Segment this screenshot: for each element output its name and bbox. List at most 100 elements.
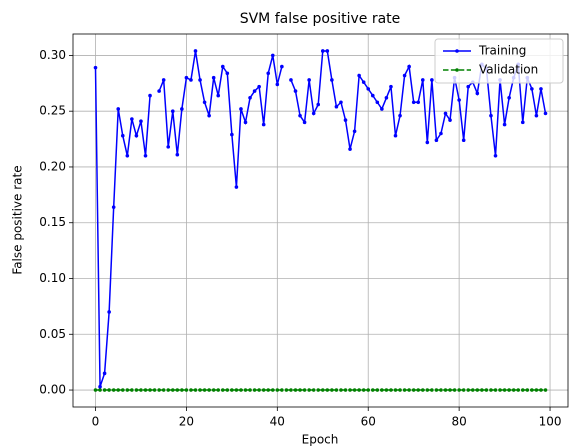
data-point xyxy=(366,87,371,91)
data-point xyxy=(480,388,484,392)
data-point xyxy=(389,84,393,89)
data-point xyxy=(143,388,148,392)
data-point xyxy=(202,100,207,105)
data-point xyxy=(425,140,430,145)
data-point xyxy=(489,113,493,118)
data-point xyxy=(234,185,239,189)
y-tick-label: 0.20 xyxy=(39,159,66,173)
data-point xyxy=(166,145,171,149)
data-point xyxy=(402,73,407,78)
data-point xyxy=(420,388,425,392)
data-point xyxy=(434,388,439,392)
data-point xyxy=(225,71,230,76)
data-point xyxy=(130,117,134,121)
data-point xyxy=(334,104,339,109)
data-point xyxy=(493,388,498,392)
y-tick-label: 0.10 xyxy=(39,271,66,285)
data-point xyxy=(339,100,343,105)
x-tick-label: 40 xyxy=(270,415,285,429)
data-point xyxy=(139,119,143,124)
data-point xyxy=(98,384,102,389)
data-point xyxy=(243,388,248,392)
data-point xyxy=(361,388,366,392)
data-point xyxy=(207,388,211,392)
data-point xyxy=(166,388,171,392)
data-point xyxy=(389,388,393,392)
data-point xyxy=(280,64,284,69)
data-point xyxy=(339,388,343,392)
data-point xyxy=(266,388,271,392)
data-point xyxy=(461,388,466,392)
data-point xyxy=(293,388,298,392)
data-point xyxy=(125,154,130,158)
data-point xyxy=(202,388,207,392)
data-point xyxy=(107,388,111,392)
data-point xyxy=(184,75,189,80)
data-point xyxy=(120,388,125,392)
data-point xyxy=(352,129,357,134)
data-point xyxy=(511,388,516,392)
data-point xyxy=(180,107,184,111)
data-point xyxy=(402,388,407,392)
data-point xyxy=(161,388,166,392)
data-point xyxy=(157,388,161,392)
data-point xyxy=(370,388,375,392)
y-axis-label: False positive rate xyxy=(11,165,25,274)
data-point xyxy=(170,109,175,113)
data-point xyxy=(334,388,339,392)
data-point xyxy=(116,107,121,111)
data-point xyxy=(475,388,480,392)
x-tick-label: 60 xyxy=(361,415,376,429)
data-point xyxy=(180,388,184,392)
data-point xyxy=(543,388,548,392)
data-point xyxy=(198,78,202,82)
data-point xyxy=(357,73,361,78)
data-point xyxy=(189,78,193,82)
data-point xyxy=(98,388,102,392)
data-point xyxy=(111,388,116,392)
data-point xyxy=(439,388,443,392)
data-point xyxy=(216,93,221,98)
data-point xyxy=(316,388,321,392)
data-point xyxy=(520,388,525,392)
data-point xyxy=(111,205,116,209)
data-point xyxy=(343,118,348,122)
data-point xyxy=(252,388,257,392)
data-point xyxy=(175,388,180,392)
data-point xyxy=(357,388,361,392)
x-tick-label: 100 xyxy=(539,415,562,429)
data-point xyxy=(139,388,143,392)
data-point xyxy=(193,49,198,53)
data-point xyxy=(448,388,452,392)
data-point xyxy=(130,388,134,392)
data-point xyxy=(289,388,293,392)
y-tick-label: 0.05 xyxy=(39,327,66,341)
data-point xyxy=(361,80,366,84)
data-point xyxy=(457,98,461,102)
data-point xyxy=(457,388,461,392)
data-point xyxy=(384,96,389,100)
data-point xyxy=(216,388,221,392)
data-point xyxy=(293,89,298,93)
data-point xyxy=(330,78,334,82)
data-point xyxy=(407,64,411,69)
data-point xyxy=(348,388,352,392)
data-point xyxy=(298,388,302,392)
data-point xyxy=(243,120,248,125)
data-point xyxy=(120,133,125,138)
data-point xyxy=(148,388,152,392)
data-point xyxy=(207,113,211,118)
data-point xyxy=(284,388,289,392)
data-point xyxy=(275,82,280,87)
data-point xyxy=(189,388,193,392)
data-point xyxy=(393,388,398,392)
data-point xyxy=(411,100,416,105)
data-point xyxy=(498,388,502,392)
data-point xyxy=(530,87,534,91)
x-tick-label: 20 xyxy=(179,415,194,429)
data-point xyxy=(230,388,234,392)
data-point xyxy=(270,388,275,392)
data-point xyxy=(484,388,489,392)
data-point xyxy=(148,93,152,98)
